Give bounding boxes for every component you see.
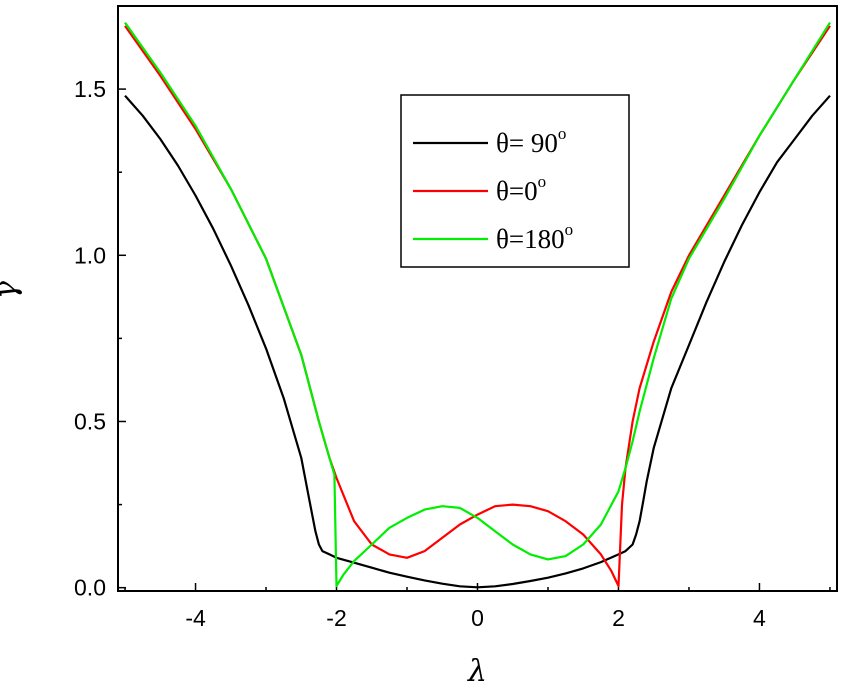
legend-label-degree: o [565, 220, 574, 239]
legend-label-text: θ=180 [496, 224, 565, 254]
x-tick-label: 2 [612, 605, 625, 631]
legend-label-2: θ=0o [496, 172, 546, 206]
y-tick-label: 0.0 [74, 575, 106, 601]
legend-label-text: θ=0 [496, 176, 538, 206]
y-tick-label: 1.5 [74, 76, 106, 102]
legend-label-1: θ= 90o [496, 124, 566, 158]
x-axis-title: λ [467, 654, 487, 689]
y-axis-title: γ [0, 281, 24, 299]
legend-label-3: θ=180o [496, 220, 573, 254]
legend-label-text: θ= 90 [496, 128, 558, 158]
series-layer [124, 21, 831, 589]
y-tick-label: 0.5 [74, 408, 106, 434]
tick-labels: -4 -2 0 2 4 0.0 0.5 1.0 1.5 [74, 76, 766, 631]
legend-label-degree: o [538, 172, 547, 191]
axis-ticks [118, 5, 831, 591]
x-tick-label: 0 [471, 605, 484, 631]
plot-frame [117, 5, 838, 592]
x-tick-label: 4 [753, 605, 766, 631]
x-tick-label: -2 [326, 605, 346, 631]
legend-label-degree: o [558, 124, 567, 143]
series-line-3 [124, 21, 831, 588]
series-line-1 [124, 94, 831, 589]
y-tick-label: 1.0 [74, 242, 106, 268]
x-tick-label: -4 [185, 605, 206, 631]
